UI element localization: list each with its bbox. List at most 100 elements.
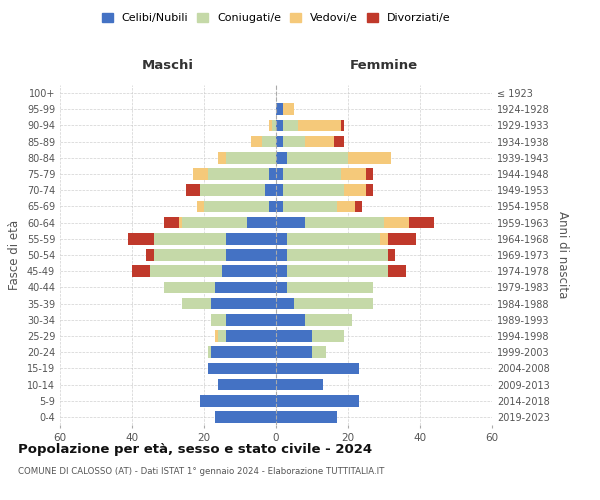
Bar [182, 298, 211, 310]
Bar [312, 346, 326, 358]
Bar [283, 120, 298, 132]
Bar [182, 217, 247, 228]
Bar [276, 298, 294, 310]
Bar [283, 200, 337, 212]
Bar [146, 249, 154, 261]
Bar [211, 346, 276, 358]
Bar [276, 346, 312, 358]
Bar [341, 120, 344, 132]
Bar [276, 411, 337, 422]
Bar [276, 362, 359, 374]
Bar [388, 233, 416, 244]
Bar [337, 200, 355, 212]
Bar [226, 314, 276, 326]
Bar [276, 120, 283, 132]
Bar [204, 200, 269, 212]
Bar [211, 298, 276, 310]
Bar [276, 378, 323, 390]
Bar [409, 217, 434, 228]
Bar [276, 152, 287, 164]
Bar [348, 152, 391, 164]
Bar [276, 330, 312, 342]
Bar [276, 395, 359, 406]
Bar [276, 249, 287, 261]
Bar [305, 314, 352, 326]
Bar [276, 314, 305, 326]
Bar [276, 104, 283, 115]
Bar [208, 362, 276, 374]
Bar [226, 249, 276, 261]
Bar [298, 120, 341, 132]
Text: Maschi: Maschi [142, 59, 194, 72]
Bar [294, 298, 373, 310]
Bar [380, 233, 388, 244]
Bar [305, 136, 334, 147]
Bar [388, 249, 395, 261]
Bar [208, 346, 211, 358]
Bar [226, 330, 276, 342]
Bar [128, 233, 154, 244]
Bar [283, 184, 344, 196]
Bar [215, 411, 276, 422]
Bar [355, 200, 362, 212]
Bar [334, 136, 344, 147]
Bar [388, 266, 406, 277]
Bar [226, 152, 276, 164]
Bar [154, 233, 226, 244]
Bar [154, 249, 226, 261]
Bar [276, 184, 283, 196]
Bar [276, 136, 283, 147]
Bar [283, 104, 294, 115]
Bar [276, 200, 283, 212]
Bar [197, 200, 204, 212]
Bar [283, 136, 305, 147]
Bar [218, 378, 276, 390]
Bar [276, 217, 305, 228]
Text: Femmine: Femmine [350, 59, 418, 72]
Bar [150, 266, 222, 277]
Bar [222, 266, 276, 277]
Bar [276, 266, 287, 277]
Y-axis label: Fasce di età: Fasce di età [8, 220, 21, 290]
Bar [366, 168, 373, 180]
Text: Popolazione per età, sesso e stato civile - 2024: Popolazione per età, sesso e stato civil… [18, 442, 372, 456]
Bar [251, 136, 262, 147]
Bar [211, 314, 226, 326]
Bar [262, 136, 276, 147]
Bar [200, 184, 265, 196]
Bar [218, 152, 226, 164]
Bar [215, 282, 276, 293]
Bar [287, 266, 388, 277]
Bar [269, 120, 272, 132]
Bar [186, 184, 200, 196]
Bar [164, 282, 215, 293]
Bar [272, 120, 276, 132]
Bar [193, 168, 208, 180]
Bar [132, 266, 150, 277]
Bar [276, 168, 283, 180]
Bar [179, 217, 182, 228]
Bar [283, 168, 341, 180]
Bar [265, 184, 276, 196]
Bar [164, 217, 179, 228]
Bar [287, 282, 373, 293]
Bar [312, 330, 344, 342]
Bar [269, 200, 276, 212]
Bar [269, 168, 276, 180]
Legend: Celibi/Nubili, Coniugati/e, Vedovi/e, Divorziati/e: Celibi/Nubili, Coniugati/e, Vedovi/e, Di… [100, 10, 452, 26]
Bar [287, 152, 348, 164]
Bar [344, 184, 366, 196]
Bar [208, 168, 269, 180]
Bar [384, 217, 409, 228]
Bar [287, 233, 380, 244]
Bar [247, 217, 276, 228]
Bar [218, 330, 226, 342]
Bar [226, 233, 276, 244]
Bar [215, 330, 218, 342]
Bar [276, 282, 287, 293]
Text: COMUNE DI CALOSSO (AT) - Dati ISTAT 1° gennaio 2024 - Elaborazione TUTTITALIA.IT: COMUNE DI CALOSSO (AT) - Dati ISTAT 1° g… [18, 468, 385, 476]
Y-axis label: Anni di nascita: Anni di nascita [556, 212, 569, 298]
Bar [287, 249, 388, 261]
Bar [366, 184, 373, 196]
Bar [305, 217, 384, 228]
